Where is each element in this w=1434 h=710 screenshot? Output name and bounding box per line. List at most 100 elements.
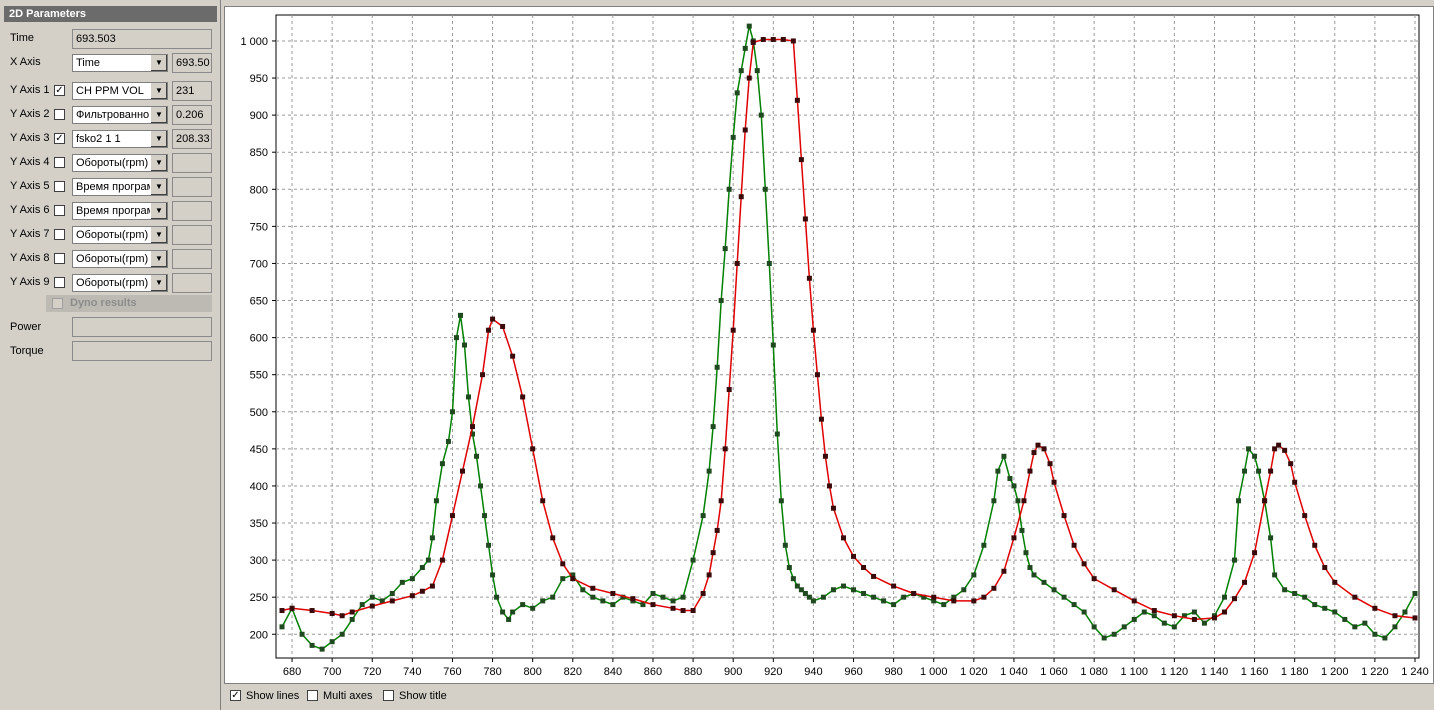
y-axis-6-checkbox[interactable] [54, 205, 65, 216]
chevron-down-icon[interactable]: ▼ [150, 55, 167, 71]
series-2-point [931, 594, 937, 600]
y-axis-6-value [172, 201, 212, 221]
series-1-point [339, 631, 345, 637]
series-2-point [1035, 442, 1041, 448]
series-1-point [766, 260, 772, 266]
chevron-down-icon[interactable]: ▼ [150, 155, 167, 171]
power-value [72, 317, 212, 337]
panel-title: 2D Parameters [4, 6, 217, 22]
series-2-point [750, 39, 756, 45]
series-1-point [871, 594, 877, 600]
y-axis-6-select[interactable]: Время програм ▼ [72, 202, 168, 220]
series-1-point [600, 598, 606, 604]
chevron-down-icon[interactable]: ▼ [150, 179, 167, 195]
chevron-down-icon[interactable]: ▼ [150, 227, 167, 243]
series-2-point [650, 602, 656, 608]
series-1-point [951, 594, 957, 600]
x-tick-label: 960 [844, 666, 862, 678]
series-2-point [490, 316, 496, 322]
dyno-results-checkbox[interactable] [52, 298, 63, 309]
chevron-down-icon[interactable]: ▼ [150, 131, 167, 147]
x-axis-select[interactable]: Time ▼ [72, 54, 168, 72]
series-1-point [640, 602, 646, 608]
chevron-down-icon[interactable]: ▼ [150, 107, 167, 123]
x-tick-label: 1 220 [1361, 666, 1389, 678]
series-1-point [670, 598, 676, 604]
y-axis-4-checkbox[interactable] [54, 157, 65, 168]
y-axis-4-select[interactable]: Обороты(rpm) ▼ [72, 154, 168, 172]
series-1-point [1023, 550, 1029, 556]
series-2-point [714, 527, 720, 533]
y-axis-9-select[interactable]: Обороты(rpm) ▼ [72, 274, 168, 292]
show-title-checkbox[interactable] [383, 690, 394, 701]
y-axis-5-select[interactable]: Время програм ▼ [72, 178, 168, 196]
series-2-point [1276, 442, 1282, 448]
series-2-point [1352, 594, 1358, 600]
y-tick-label: 350 [250, 518, 268, 530]
series-2-point [1091, 576, 1097, 582]
series-1-point [961, 587, 967, 593]
y-axis-2-checkbox[interactable] [54, 109, 65, 120]
series-1-point [1001, 453, 1007, 459]
chevron-down-icon[interactable]: ▼ [150, 275, 167, 291]
series-2-point [459, 468, 465, 474]
series-2-point [798, 157, 804, 163]
series-2-point [826, 483, 832, 489]
series-1-point [690, 557, 696, 563]
y-axis-7-checkbox[interactable] [54, 229, 65, 240]
series-2-point [1242, 579, 1248, 585]
y-axis-3-checkbox[interactable]: ✓ [54, 133, 65, 144]
series-1-point [718, 298, 724, 304]
y-axis-7-selected: Обороты(rpm) [76, 229, 149, 241]
x-tick-label: 1 240 [1401, 666, 1429, 678]
series-1-point [399, 579, 405, 585]
series-1-point [1342, 616, 1348, 622]
series-1-point [309, 642, 315, 648]
y-axis-8-select[interactable]: Обороты(rpm) ▼ [72, 250, 168, 268]
series-1-point [971, 572, 977, 578]
series-2-point [1252, 550, 1258, 556]
series-2-point [830, 505, 836, 511]
y-axis-8-checkbox[interactable] [54, 253, 65, 264]
multi-axes-checkbox[interactable] [307, 690, 318, 701]
dyno-results-label: Dyno results [70, 297, 137, 309]
series-1-point [319, 646, 325, 652]
y-axis-3-select[interactable]: fsko2 1 1 ▼ [72, 130, 168, 148]
series-1-point [746, 23, 752, 29]
chevron-down-icon[interactable]: ▼ [150, 83, 167, 99]
chart-area[interactable]: 680 700 720 740 760 780 800 820 840 860 880 900 920 9… [224, 6, 1434, 684]
chevron-down-icon[interactable]: ▼ [150, 251, 167, 267]
y-axis-2-select[interactable]: Фильтрованно ▼ [72, 106, 168, 124]
series-2-point [818, 416, 824, 422]
series-1-point [810, 598, 816, 604]
series-2-point [670, 605, 676, 611]
series-2-point [1051, 479, 1057, 485]
series-2-point [1372, 605, 1378, 611]
y-axis-1-select[interactable]: CH PPM VOL ▼ [72, 82, 168, 100]
series-2-point [1262, 498, 1268, 504]
series-1-point [1292, 590, 1298, 596]
series-1-point [734, 90, 740, 96]
y-axis-5-checkbox[interactable] [54, 181, 65, 192]
series-2-point [726, 387, 732, 393]
series-2-point [1041, 446, 1047, 452]
series-1-point [782, 542, 788, 548]
series-1-point [861, 590, 867, 596]
chevron-down-icon[interactable]: ▼ [150, 203, 167, 219]
series-1-point [714, 364, 720, 370]
series-1-point [550, 594, 556, 600]
series-2-point [861, 565, 867, 571]
y-axis-9-checkbox[interactable] [54, 277, 65, 288]
x-axis-selected: Time [76, 57, 101, 69]
show-lines-checkbox[interactable]: ✓ [230, 690, 241, 701]
series-1-point [738, 68, 744, 74]
torque-value [72, 341, 212, 361]
x-tick-label: 840 [604, 666, 622, 678]
series-1-point [1111, 631, 1117, 637]
y-axis-8-value [172, 249, 212, 269]
y-axis-1-checkbox[interactable]: ✓ [54, 85, 65, 96]
y-axis-7-select[interactable]: Обороты(rpm) ▼ [72, 226, 168, 244]
series-2-point [911, 590, 917, 596]
series-2-point [1211, 615, 1217, 621]
series-2-point [806, 275, 812, 281]
